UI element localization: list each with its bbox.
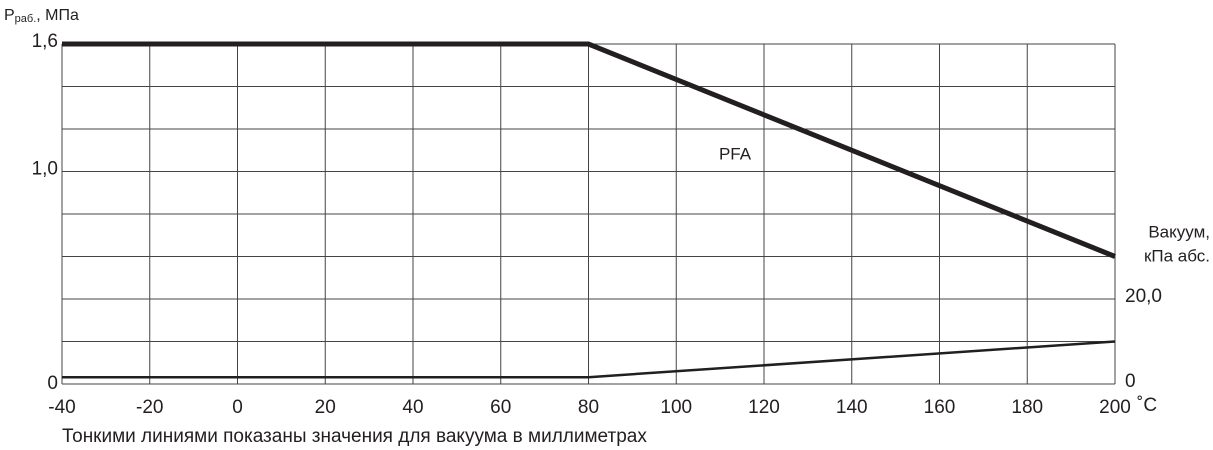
x-tick-label: 100 — [660, 397, 692, 418]
series-line — [62, 41, 1116, 259]
y-axis-label: Pраб., МПа — [4, 7, 79, 25]
series-line — [62, 340, 1116, 379]
x-tick-label: 120 — [748, 397, 780, 418]
x-tick-label: 140 — [836, 397, 868, 418]
x-tick-label: 60 — [490, 397, 511, 418]
x-tick-label: 200 — [1099, 397, 1131, 418]
y2-tick-label: 0 — [1125, 371, 1136, 392]
x-tick-label: 0 — [232, 397, 243, 418]
y-label-symbol: P — [4, 7, 15, 24]
y2-axis-label: Вакуум, — [1148, 222, 1210, 241]
y2-tick-label: 20,0 — [1125, 286, 1162, 307]
x-tick-label: 180 — [1011, 397, 1043, 418]
x-unit: ˚C — [1137, 395, 1157, 416]
y-label-unit: , МПа — [36, 7, 79, 24]
y2-axis-label: кПа абс. — [1144, 246, 1210, 265]
x-tick-label: 160 — [924, 397, 956, 418]
x-tick-label: 40 — [402, 397, 423, 418]
y-tick-label: 1,6 — [32, 31, 58, 52]
y-label-subscript: раб. — [15, 13, 37, 25]
x-tick-label: -20 — [136, 397, 163, 418]
series-label: PFA — [719, 144, 752, 163]
x-tick-label: 80 — [578, 397, 599, 418]
y-tick-label: 1,0 — [32, 159, 58, 180]
x-tick-label: 20 — [315, 397, 336, 418]
footnote: Тонкими линиями показаны значения для ва… — [62, 426, 647, 447]
x-tick-label: -40 — [48, 397, 75, 418]
y-tick-label: 0 — [47, 373, 58, 394]
